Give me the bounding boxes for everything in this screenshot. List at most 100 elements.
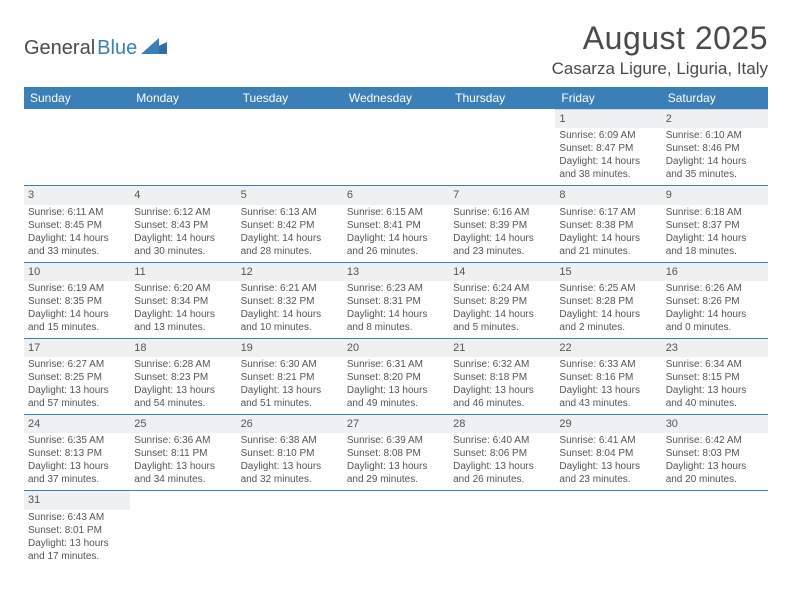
day-detail-cell: Sunrise: 6:17 AMSunset: 8:38 PMDaylight:… bbox=[555, 205, 661, 263]
day-number: 31 bbox=[28, 493, 126, 508]
sunset-text: Sunset: 8:20 PM bbox=[347, 371, 445, 384]
detail-row: Sunrise: 6:09 AMSunset: 8:47 PMDaylight:… bbox=[24, 128, 768, 186]
daylight-text: Daylight: 13 hours and 29 minutes. bbox=[347, 460, 445, 486]
day-detail-cell: Sunrise: 6:39 AMSunset: 8:08 PMDaylight:… bbox=[343, 433, 449, 491]
day-number-cell bbox=[130, 110, 236, 129]
title-block: August 2025 Casarza Ligure, Liguria, Ita… bbox=[552, 20, 768, 79]
day-number: 1 bbox=[559, 112, 657, 127]
sunset-text: Sunset: 8:26 PM bbox=[666, 295, 764, 308]
day-detail-cell: Sunrise: 6:16 AMSunset: 8:39 PMDaylight:… bbox=[449, 205, 555, 263]
day-number-cell: 27 bbox=[343, 415, 449, 434]
logo: GeneralBlue bbox=[24, 36, 167, 60]
sunset-text: Sunset: 8:29 PM bbox=[453, 295, 551, 308]
sunrise-text: Sunrise: 6:13 AM bbox=[241, 206, 339, 219]
sunrise-text: Sunrise: 6:33 AM bbox=[559, 358, 657, 371]
detail-row: Sunrise: 6:27 AMSunset: 8:25 PMDaylight:… bbox=[24, 357, 768, 415]
day-detail-cell: Sunrise: 6:09 AMSunset: 8:47 PMDaylight:… bbox=[555, 128, 661, 186]
day-detail-cell bbox=[237, 128, 343, 186]
day-detail-cell: Sunrise: 6:24 AMSunset: 8:29 PMDaylight:… bbox=[449, 281, 555, 339]
daylight-text: Daylight: 13 hours and 37 minutes. bbox=[28, 460, 126, 486]
day-number: 5 bbox=[241, 188, 339, 203]
daylight-text: Daylight: 13 hours and 26 minutes. bbox=[453, 460, 551, 486]
day-number: 21 bbox=[453, 341, 551, 356]
daylight-text: Daylight: 14 hours and 15 minutes. bbox=[28, 308, 126, 334]
sunrise-text: Sunrise: 6:41 AM bbox=[559, 434, 657, 447]
day-number-cell: 22 bbox=[555, 338, 661, 357]
day-number-cell: 29 bbox=[555, 415, 661, 434]
day-number-cell: 14 bbox=[449, 262, 555, 281]
daylight-text: Daylight: 13 hours and 20 minutes. bbox=[666, 460, 764, 486]
day-number-cell: 16 bbox=[662, 262, 768, 281]
day-detail-cell: Sunrise: 6:31 AMSunset: 8:20 PMDaylight:… bbox=[343, 357, 449, 415]
sunrise-text: Sunrise: 6:12 AM bbox=[134, 206, 232, 219]
day-number: 14 bbox=[453, 265, 551, 280]
day-number-cell: 4 bbox=[130, 186, 236, 205]
day-number-cell: 11 bbox=[130, 262, 236, 281]
daynum-row: 10 11 12 13 14 15 16 bbox=[24, 262, 768, 281]
day-number: 9 bbox=[666, 188, 764, 203]
daylight-text: Daylight: 13 hours and 40 minutes. bbox=[666, 384, 764, 410]
day-detail-cell: Sunrise: 6:28 AMSunset: 8:23 PMDaylight:… bbox=[130, 357, 236, 415]
daynum-row: 24252627282930 bbox=[24, 415, 768, 434]
daylight-text: Daylight: 13 hours and 46 minutes. bbox=[453, 384, 551, 410]
sunrise-text: Sunrise: 6:16 AM bbox=[453, 206, 551, 219]
sunset-text: Sunset: 8:16 PM bbox=[559, 371, 657, 384]
day-number: 19 bbox=[241, 341, 339, 356]
sunrise-text: Sunrise: 6:39 AM bbox=[347, 434, 445, 447]
daynum-row: 3456789 bbox=[24, 186, 768, 205]
day-number-cell bbox=[449, 491, 555, 510]
daylight-text: Daylight: 13 hours and 57 minutes. bbox=[28, 384, 126, 410]
day-detail-cell: Sunrise: 6:18 AMSunset: 8:37 PMDaylight:… bbox=[662, 205, 768, 263]
sunset-text: Sunset: 8:39 PM bbox=[453, 219, 551, 232]
day-number: 20 bbox=[347, 341, 445, 356]
sunrise-text: Sunrise: 6:32 AM bbox=[453, 358, 551, 371]
daylight-text: Daylight: 13 hours and 51 minutes. bbox=[241, 384, 339, 410]
day-number-cell: 1 bbox=[555, 110, 661, 129]
detail-row: Sunrise: 6:11 AMSunset: 8:45 PMDaylight:… bbox=[24, 205, 768, 263]
weekday-header-row: SundayMondayTuesdayWednesdayThursdayFrid… bbox=[24, 87, 768, 110]
day-number: 12 bbox=[241, 265, 339, 280]
weekday-header: Friday bbox=[555, 87, 661, 110]
sunset-text: Sunset: 8:03 PM bbox=[666, 447, 764, 460]
day-number: 8 bbox=[559, 188, 657, 203]
daylight-text: Daylight: 14 hours and 28 minutes. bbox=[241, 232, 339, 258]
daylight-text: Daylight: 14 hours and 21 minutes. bbox=[559, 232, 657, 258]
day-detail-cell: Sunrise: 6:42 AMSunset: 8:03 PMDaylight:… bbox=[662, 433, 768, 491]
sunrise-text: Sunrise: 6:27 AM bbox=[28, 358, 126, 371]
sunrise-text: Sunrise: 6:34 AM bbox=[666, 358, 764, 371]
day-detail-cell bbox=[662, 510, 768, 567]
day-number-cell bbox=[555, 491, 661, 510]
daylight-text: Daylight: 13 hours and 54 minutes. bbox=[134, 384, 232, 410]
sunset-text: Sunset: 8:32 PM bbox=[241, 295, 339, 308]
day-detail-cell bbox=[343, 510, 449, 567]
sunset-text: Sunset: 8:11 PM bbox=[134, 447, 232, 460]
day-detail-cell: Sunrise: 6:21 AMSunset: 8:32 PMDaylight:… bbox=[237, 281, 343, 339]
sunrise-text: Sunrise: 6:10 AM bbox=[666, 129, 764, 142]
day-number: 15 bbox=[559, 265, 657, 280]
day-detail-cell: Sunrise: 6:27 AMSunset: 8:25 PMDaylight:… bbox=[24, 357, 130, 415]
day-number-cell: 24 bbox=[24, 415, 130, 434]
daynum-row: 17181920212223 bbox=[24, 338, 768, 357]
day-number-cell: 2 bbox=[662, 110, 768, 129]
logo-icon bbox=[141, 36, 167, 60]
daylight-text: Daylight: 13 hours and 34 minutes. bbox=[134, 460, 232, 486]
day-number-cell: 19 bbox=[237, 338, 343, 357]
day-detail-cell bbox=[24, 128, 130, 186]
day-detail-cell: Sunrise: 6:32 AMSunset: 8:18 PMDaylight:… bbox=[449, 357, 555, 415]
daylight-text: Daylight: 14 hours and 38 minutes. bbox=[559, 155, 657, 181]
sunset-text: Sunset: 8:31 PM bbox=[347, 295, 445, 308]
weekday-header: Monday bbox=[130, 87, 236, 110]
day-number: 10 bbox=[28, 265, 126, 280]
sunset-text: Sunset: 8:38 PM bbox=[559, 219, 657, 232]
day-number-cell: 17 bbox=[24, 338, 130, 357]
day-number: 6 bbox=[347, 188, 445, 203]
sunrise-text: Sunrise: 6:21 AM bbox=[241, 282, 339, 295]
sunrise-text: Sunrise: 6:17 AM bbox=[559, 206, 657, 219]
day-number-cell: 7 bbox=[449, 186, 555, 205]
daylight-text: Daylight: 14 hours and 33 minutes. bbox=[28, 232, 126, 258]
day-number-cell: 3 bbox=[24, 186, 130, 205]
sunrise-text: Sunrise: 6:42 AM bbox=[666, 434, 764, 447]
day-number-cell bbox=[662, 491, 768, 510]
day-number-cell: 13 bbox=[343, 262, 449, 281]
sunrise-text: Sunrise: 6:24 AM bbox=[453, 282, 551, 295]
